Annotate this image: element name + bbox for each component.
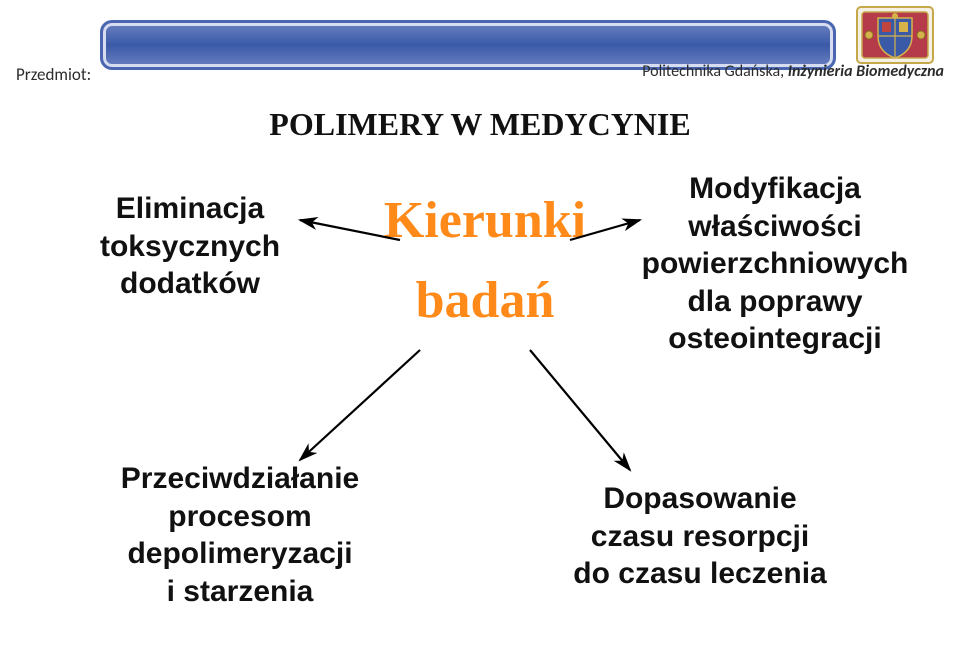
arrow — [300, 350, 420, 460]
block-bottom-right: Dopasowanieczasu resorpcjido czasu lecze… — [530, 480, 870, 593]
arrow — [530, 350, 630, 470]
block-line: procesom — [90, 498, 390, 536]
block-line: Dopasowanie — [530, 480, 870, 518]
block-line: czasu resorpcji — [530, 518, 870, 556]
block-line: dodatków — [70, 265, 310, 303]
center-word-1: Kierunki — [380, 195, 590, 247]
header-right-label: Politechnika Gdańska, Inżynieria Biomedy… — [642, 62, 944, 81]
page-title: POLIMERY W MEDYCYNIE — [0, 106, 960, 143]
block-line: Modyfikacja — [610, 170, 940, 208]
block-line: dla poprawy — [610, 283, 940, 321]
block-line: właściwości — [610, 208, 940, 246]
block-line: depolimeryzacji — [90, 535, 390, 573]
block-top-right: Modyfikacjawłaściwościpowierzchniowychdl… — [610, 170, 940, 358]
block-bottom-left: Przeciwdziałanieprocesomdepolimeryzacjii… — [90, 460, 390, 610]
slide: Przedmiot: Politechnika Gdańska, Inżynie… — [0, 0, 960, 656]
block-line: osteointegracji — [610, 320, 940, 358]
block-line: powierzchniowych — [610, 245, 940, 283]
block-top-left: Eliminacjatoksycznychdodatków — [70, 190, 310, 303]
block-line: Przeciwdziałanie — [90, 460, 390, 498]
header-left-label: Przedmiot: — [16, 64, 91, 85]
center-word-2: badań — [380, 275, 590, 327]
header-right-italic: Inżynieria Biomedyczna — [784, 62, 944, 81]
university-logo — [856, 6, 934, 64]
block-line: i starzenia — [90, 573, 390, 611]
block-line: Eliminacja — [70, 190, 310, 228]
header-right-prefix: Politechnika Gdańska, — [642, 62, 784, 81]
block-line: do czasu leczenia — [530, 555, 870, 593]
block-line: toksycznych — [70, 228, 310, 266]
